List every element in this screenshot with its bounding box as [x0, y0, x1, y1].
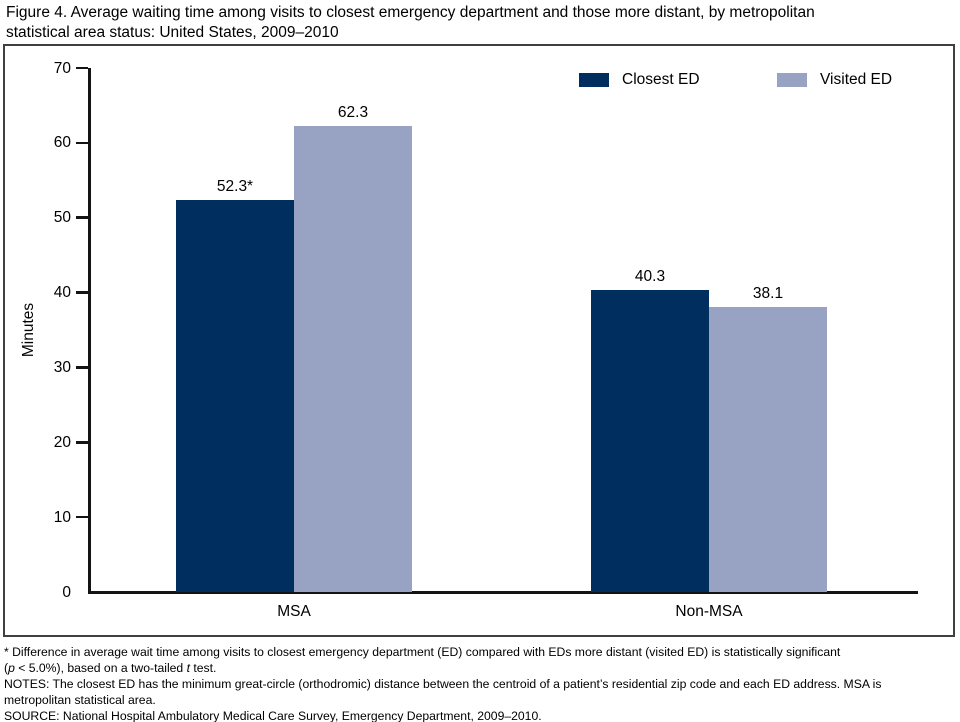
- footnote-text: < 5.0%), based on a two-tailed: [14, 661, 187, 675]
- bar-closest-ed-msa: [176, 200, 294, 592]
- bar-visited-ed-msa: [294, 125, 412, 592]
- y-tick-label: 30: [53, 358, 71, 376]
- bar-value-label: 52.3*: [216, 178, 254, 196]
- footnote-significance-line1: * Difference in average wait time among …: [4, 645, 841, 659]
- bar-value-label: 62.3: [337, 103, 369, 121]
- y-tick-mark: [76, 216, 88, 219]
- y-axis-title: Minutes: [20, 302, 37, 358]
- y-tick-label: 0: [62, 583, 71, 601]
- footnote-notes-line1: NOTES: The closest ED has the minimum gr…: [4, 677, 882, 691]
- bar-visited-ed-non-msa: [709, 306, 827, 592]
- x-axis-label-non-msa: Non-MSA: [675, 603, 743, 620]
- y-tick-mark: [76, 141, 88, 145]
- legend-item-closest-ed: Closest ED: [579, 71, 700, 89]
- y-tick-mark: [76, 441, 88, 444]
- bar-value-label: 40.3: [634, 268, 666, 286]
- footnote-significance-line2: (p < 5.0%), based on a two-tailed t test…: [4, 660, 960, 676]
- y-tick-label: 60: [53, 134, 71, 152]
- figure-title: Figure 4. Average waiting time among vis…: [6, 3, 954, 43]
- legend-swatch-visited-ed: [777, 73, 807, 87]
- y-tick-label: 10: [53, 508, 71, 526]
- y-tick-mark: [76, 515, 88, 519]
- legend-item-visited-ed: Visited ED: [777, 71, 892, 89]
- y-tick-label: 40: [53, 284, 71, 302]
- y-tick-label: 20: [53, 433, 71, 451]
- legend-swatch-closest-ed: [579, 73, 609, 87]
- bar-closest-ed-non-msa: [591, 290, 709, 592]
- footnote-source: SOURCE: National Hospital Ambulatory Med…: [4, 709, 542, 722]
- chart-frame: Closest ED Visited ED 0 10 20 30 40 50 60 70 52.…: [3, 44, 955, 637]
- footnote-p-italic: p: [8, 661, 15, 675]
- legend-label-visited-ed: Visited ED: [820, 71, 893, 88]
- x-axis-label-msa: MSA: [277, 603, 311, 620]
- y-tick-mark: [76, 66, 88, 70]
- y-tick-label: 70: [53, 59, 71, 77]
- footnote-notes-line2: metropolitan statistical area.: [4, 693, 156, 707]
- legend-label-closest-ed: Closest ED: [622, 71, 700, 88]
- footnotes: * Difference in average wait time among …: [4, 644, 960, 722]
- y-tick-label: 50: [53, 209, 71, 227]
- figure-title-line1: Figure 4. Average waiting time among vis…: [6, 4, 815, 21]
- x-axis-line: [88, 590, 918, 594]
- footnote-text: (: [4, 661, 9, 675]
- y-tick-mark: [76, 291, 88, 294]
- y-axis-line: [88, 68, 91, 594]
- footnote-t-italic: t: [186, 661, 190, 675]
- y-tick-mark: [76, 366, 88, 369]
- bar-value-label: 38.1: [752, 284, 784, 302]
- footnote-text: test.: [189, 661, 217, 675]
- figure-title-line2: statistical area status: United States, …: [6, 24, 339, 41]
